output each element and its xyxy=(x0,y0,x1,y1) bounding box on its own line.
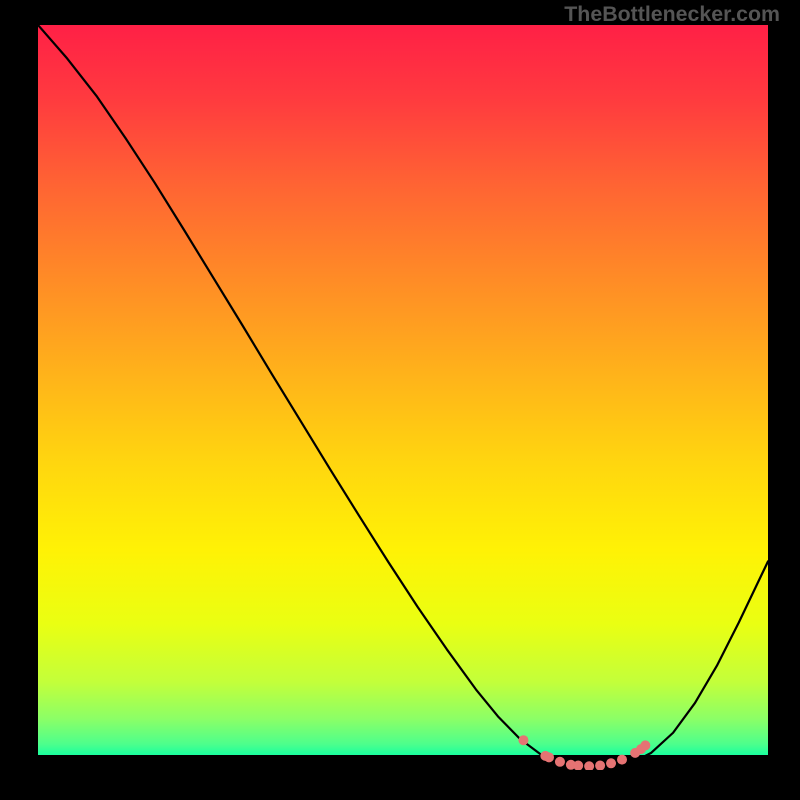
marker-point xyxy=(595,761,605,770)
watermark-text: TheBottlenecker.com xyxy=(564,2,780,27)
curve-layer xyxy=(38,25,768,770)
marker-point xyxy=(544,752,554,762)
plot-area xyxy=(38,25,768,770)
marker-point xyxy=(640,740,650,750)
marker-point xyxy=(617,755,627,765)
chart-container: TheBottlenecker.com xyxy=(0,0,800,800)
marker-point xyxy=(584,761,594,770)
marker-point xyxy=(518,735,528,745)
marker-point xyxy=(606,758,616,768)
marker-point xyxy=(555,757,565,767)
bottleneck-curve xyxy=(38,25,768,769)
